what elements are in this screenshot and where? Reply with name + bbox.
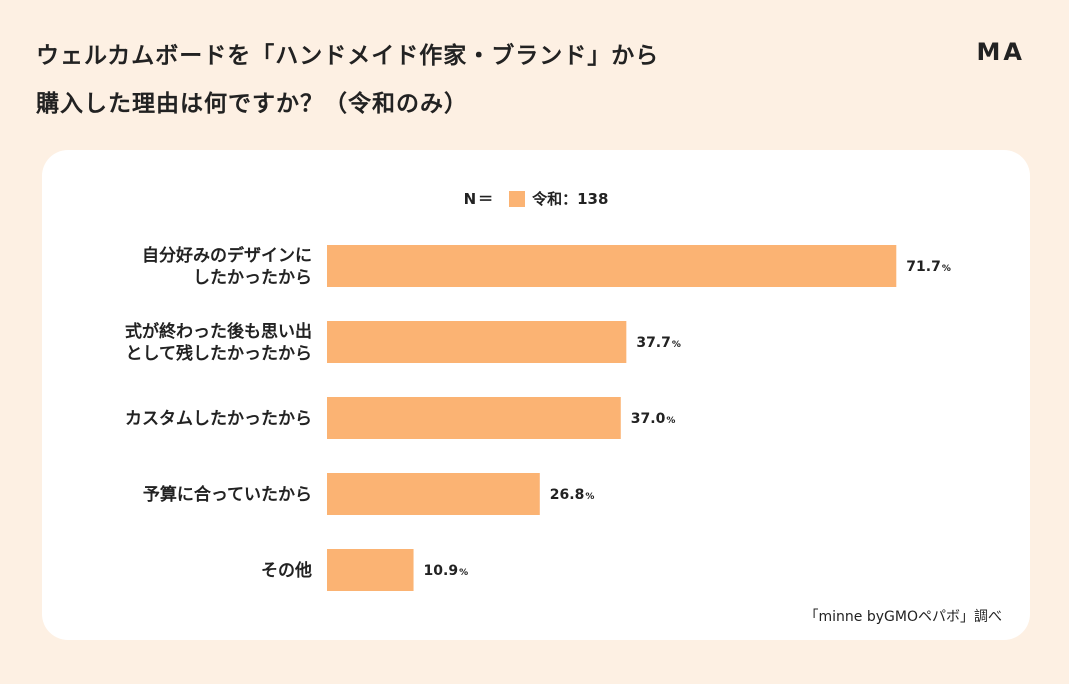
value-unit-3: %	[666, 416, 675, 426]
category-label-2-line-2: として残したかったから	[126, 343, 313, 364]
brand-logo: MA	[976, 38, 1025, 66]
category-label-5-line-1: その他	[261, 560, 312, 581]
legend-swatch	[509, 190, 526, 207]
chart-title-line-1: ウェルカムボードを「ハンドメイド作家・ブランド」から	[36, 43, 660, 69]
chart-panel: N＝ 令和：138 71.7% 自分好みのデザインに したかったから 37.7% 式が終…	[42, 150, 1030, 640]
value-label-1: 71.7%	[906, 259, 951, 275]
value-unit-2: %	[672, 340, 681, 350]
chart-legend: N＝ 令和：138	[42, 188, 1030, 209]
bar-5	[327, 549, 414, 591]
value-unit-1: %	[942, 264, 951, 274]
category-label-2-line-1: 式が終わった後も思い出	[125, 321, 312, 342]
legend-n-label: N＝	[463, 190, 496, 208]
value-label-2: 37.7%	[636, 335, 681, 351]
value-label-4: 26.8%	[550, 487, 595, 503]
category-label-4-line-1: 予算に合っていたから	[143, 484, 312, 505]
bar-3	[327, 397, 621, 439]
chart-title-line-2: 購入した理由は何ですか？（令和のみ）	[36, 91, 468, 117]
bar-1	[327, 245, 897, 287]
value-unit-5: %	[459, 568, 468, 578]
source-note: 「minne byGMOペパボ」調べ	[804, 609, 1002, 625]
value-unit-4: %	[585, 492, 594, 502]
category-label-1-line-1: 自分好みのデザインに	[142, 245, 312, 266]
category-label-3-line-1: カスタムしたかったから	[125, 409, 312, 429]
category-label-1-line-2: したかったから	[193, 268, 312, 288]
legend-series-label: 令和：138	[532, 190, 609, 208]
bar-2	[327, 321, 627, 363]
bar-4	[327, 473, 540, 515]
value-label-3: 37.0%	[631, 411, 676, 427]
value-label-5: 10.9%	[424, 563, 469, 579]
